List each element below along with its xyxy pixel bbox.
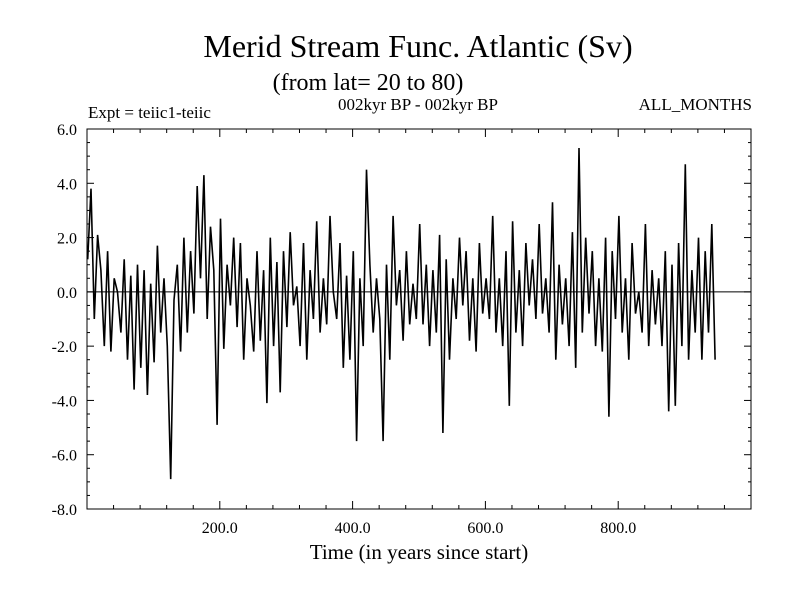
y-tick-label: -2.0 (52, 339, 77, 356)
x-axis-title: Time (in years since start) (310, 540, 529, 564)
y-tick-label: 6.0 (57, 122, 77, 139)
x-tick-label: 400.0 (335, 520, 371, 537)
months-label: ALL_MONTHS (639, 95, 752, 114)
chart-title: Merid Stream Func. Atlantic (Sv) (203, 28, 632, 64)
y-tick-label: 0.0 (57, 285, 77, 302)
chart-subtitle: (from lat= 20 to 80) (273, 70, 464, 96)
data-layer (86, 147, 716, 480)
x-tick-label: 800.0 (600, 520, 636, 537)
y-tick-label: -4.0 (52, 393, 77, 410)
experiment-label: Expt = teiic1-teiic (88, 103, 211, 122)
time-series-line (86, 147, 716, 480)
y-tick-label: -6.0 (52, 448, 77, 465)
period-label: 002kyr BP - 002kyr BP (338, 95, 498, 114)
x-tick-label: 200.0 (202, 520, 238, 537)
axes: 6.0 4.0 2.0 0.0 -2.0 -4.0 -6.0 -8.0 200.0 400.0 60… (52, 122, 752, 537)
y-tick-label: -8.0 (52, 502, 77, 519)
y-tick-label: 4.0 (57, 176, 77, 193)
y-tick-label: 2.0 (57, 231, 77, 248)
x-tick-label: 600.0 (467, 520, 503, 537)
